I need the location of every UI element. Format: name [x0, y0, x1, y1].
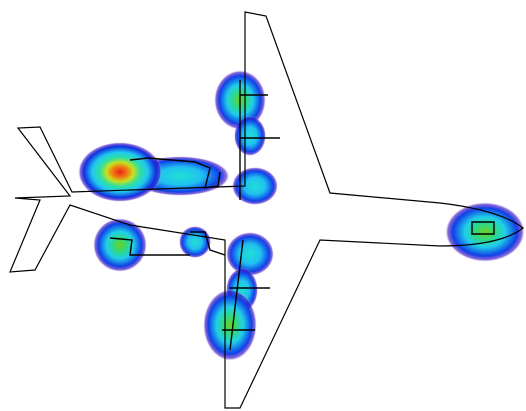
- heat-blob: [445, 202, 525, 262]
- heat-blob: [203, 289, 257, 361]
- heat-blob: [78, 142, 162, 202]
- trace-lines: [109, 80, 495, 351]
- trace: [129, 157, 221, 189]
- trace: [190, 231, 226, 256]
- heat-blob: [232, 167, 278, 205]
- heat-blob: [179, 226, 211, 258]
- trace: [471, 221, 495, 235]
- heat-blobs: [78, 70, 525, 361]
- heat-blob: [226, 232, 274, 276]
- trace: [109, 237, 190, 256]
- airplane-silhouette: [9, 11, 524, 409]
- heat-blob: [234, 116, 266, 156]
- trace: [229, 239, 244, 351]
- heat-blob: [93, 218, 147, 272]
- airplane-outline: [9, 11, 524, 409]
